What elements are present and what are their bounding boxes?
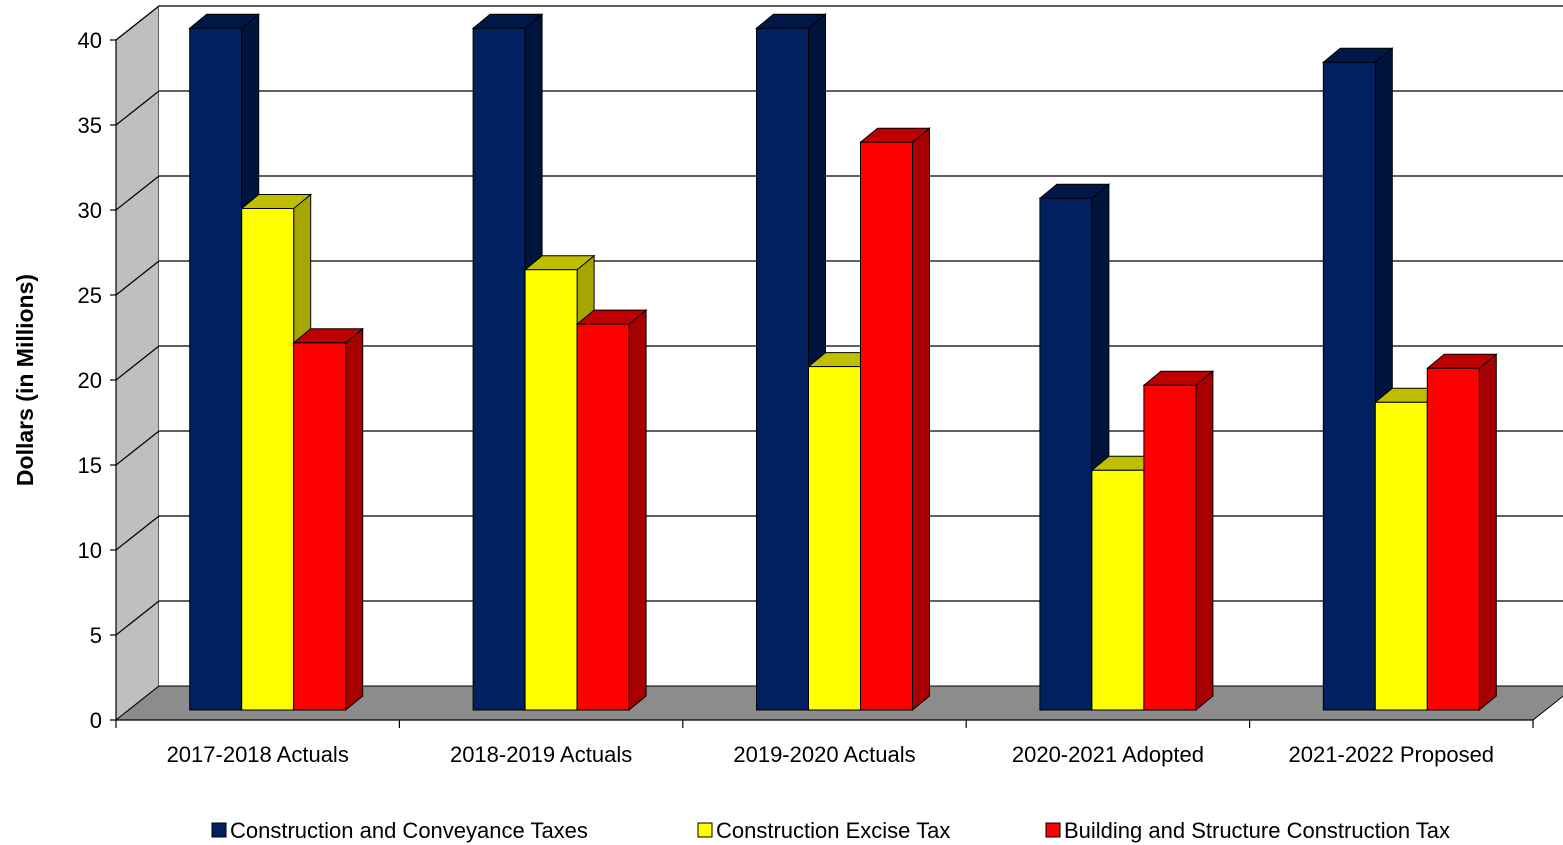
bar-side bbox=[345, 327, 364, 712]
gridline-side bbox=[115, 175, 160, 211]
bar bbox=[1142, 370, 1215, 712]
bar bbox=[575, 309, 648, 712]
y-tick-label: 25 bbox=[78, 283, 102, 308]
legend: Construction and Conveyance Taxes Constru… bbox=[211, 818, 1450, 843]
bar-front bbox=[1322, 61, 1376, 711]
y-tick-label: 35 bbox=[78, 113, 102, 138]
bar-front bbox=[1374, 401, 1428, 711]
bar-front bbox=[576, 323, 630, 711]
x-tick-label: 2020-2021 Adopted bbox=[1012, 742, 1204, 767]
legend-label: Construction Excise Tax bbox=[716, 818, 950, 843]
y-tick-label: 40 bbox=[78, 28, 102, 53]
axes bbox=[110, 39, 1534, 728]
x-tick-labels: 2017-2018 Actuals 2018-2019 Actuals 2019-2… bbox=[167, 742, 1494, 767]
bar-front bbox=[1091, 469, 1145, 711]
y-tick-labels: 0 5 10 15 20 25 30 35 40 bbox=[78, 28, 102, 733]
bar-front bbox=[756, 27, 809, 711]
y-tick-label: 0 bbox=[90, 708, 102, 733]
legend-label: Building and Structure Construction Tax bbox=[1064, 818, 1450, 843]
x-tick-label: 2017-2018 Actuals bbox=[167, 742, 349, 767]
gridline-side bbox=[115, 430, 160, 466]
gridline-side bbox=[115, 260, 160, 296]
bar-side bbox=[628, 309, 647, 712]
bar-front bbox=[189, 27, 243, 711]
x-tick-label: 2021-2022 Proposed bbox=[1289, 742, 1495, 767]
gridline-side bbox=[115, 90, 160, 126]
bar-front bbox=[241, 208, 295, 711]
legend-item: Construction Excise Tax bbox=[697, 818, 950, 843]
gridline-side bbox=[115, 600, 160, 636]
bar-side bbox=[1478, 353, 1497, 712]
x-tick-label: 2019-2020 Actuals bbox=[733, 742, 915, 767]
legend-swatch bbox=[211, 822, 227, 838]
gridline-side bbox=[115, 5, 160, 41]
bars bbox=[188, 13, 1498, 712]
y-tick-label: 5 bbox=[90, 623, 102, 648]
bar-front bbox=[1143, 384, 1197, 711]
legend-item: Building and Structure Construction Tax bbox=[1045, 818, 1450, 843]
bar bbox=[292, 327, 365, 712]
bar-front bbox=[524, 269, 578, 711]
bar-front bbox=[1426, 367, 1480, 711]
y-tick-label: 15 bbox=[78, 453, 102, 478]
bar bbox=[1425, 353, 1498, 712]
bar-side bbox=[1195, 370, 1214, 712]
gridline-side bbox=[115, 345, 160, 381]
bar-front bbox=[808, 366, 861, 711]
x-tick-label: 2018-2019 Actuals bbox=[450, 742, 632, 767]
y-tick-label: 30 bbox=[78, 198, 102, 223]
bar bbox=[859, 127, 931, 712]
y-axis-label: Dollars (in Millions) bbox=[12, 274, 38, 486]
bar-front bbox=[472, 27, 526, 711]
legend-label: Construction and Conveyance Taxes bbox=[230, 818, 588, 843]
gridline-side bbox=[115, 515, 160, 551]
bar-side bbox=[912, 127, 930, 712]
legend-swatch bbox=[1045, 822, 1061, 838]
bar-front bbox=[860, 141, 913, 711]
y-tick-label: 10 bbox=[78, 538, 102, 563]
legend-item: Construction and Conveyance Taxes bbox=[211, 818, 588, 843]
bar-front bbox=[1039, 197, 1093, 711]
legend-swatch bbox=[697, 822, 713, 838]
y-tick-label: 20 bbox=[78, 368, 102, 393]
bar-front bbox=[293, 342, 347, 711]
